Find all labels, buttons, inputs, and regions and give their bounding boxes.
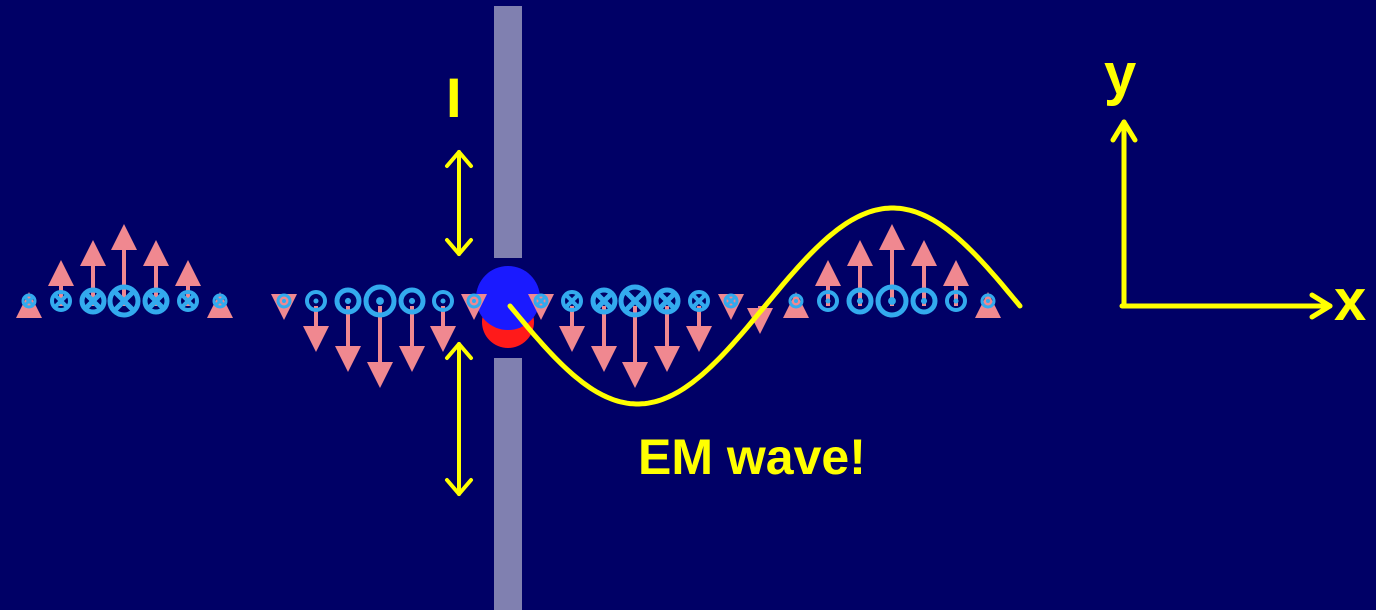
current-arrow-lower bbox=[445, 342, 473, 496]
circled-x-icon bbox=[618, 284, 652, 318]
e-field-arrow bbox=[622, 306, 648, 388]
e-field-arrow bbox=[111, 224, 137, 306]
circled-x-icon bbox=[688, 290, 710, 312]
axis-x bbox=[1119, 292, 1333, 320]
e-field-arrow bbox=[654, 306, 680, 372]
circled-dot-icon bbox=[305, 290, 327, 312]
circled-dot-icon bbox=[334, 287, 362, 315]
b-field-symbols bbox=[21, 284, 996, 318]
e-field-arrow bbox=[335, 306, 361, 372]
current-label: I bbox=[446, 66, 462, 129]
circled-x-icon bbox=[723, 293, 739, 309]
circled-dot-icon bbox=[276, 293, 292, 309]
circled-dot-icon bbox=[788, 293, 804, 309]
circled-dot-icon bbox=[875, 284, 909, 318]
circled-x-icon bbox=[653, 287, 681, 315]
circled-x-icon bbox=[561, 290, 583, 312]
circled-x-icon bbox=[50, 290, 72, 312]
circled-x-icon bbox=[142, 287, 170, 315]
e-field-arrow bbox=[591, 306, 617, 372]
circled-dot-icon bbox=[980, 293, 996, 309]
circled-dot-icon bbox=[846, 287, 874, 315]
e-field-arrow bbox=[399, 306, 425, 372]
antenna-upper bbox=[494, 6, 522, 258]
circled-x-icon bbox=[177, 290, 199, 312]
circled-dot-icon bbox=[466, 293, 482, 309]
circled-x-icon bbox=[590, 287, 618, 315]
circled-dot-icon bbox=[910, 287, 938, 315]
current-arrow-upper bbox=[445, 150, 473, 256]
circled-dot-icon bbox=[945, 290, 967, 312]
circled-dot-icon bbox=[363, 284, 397, 318]
charge-positive bbox=[476, 266, 540, 330]
e-field-arrow bbox=[747, 306, 773, 334]
e-field-arrow bbox=[303, 306, 329, 352]
circled-x-icon bbox=[21, 293, 37, 309]
circled-x-icon bbox=[79, 287, 107, 315]
circled-x-icon bbox=[107, 284, 141, 318]
wave-curve bbox=[507, 205, 1023, 407]
circled-dot-icon bbox=[817, 290, 839, 312]
antenna-lower bbox=[494, 358, 522, 610]
e-field-arrow bbox=[430, 306, 456, 352]
e-field-arrow bbox=[559, 306, 585, 352]
axis-y bbox=[1110, 119, 1138, 309]
circled-dot-icon bbox=[398, 287, 426, 315]
e-field-arrow bbox=[367, 306, 393, 388]
e-field-arrow bbox=[879, 224, 905, 306]
em-wave-caption: EM wave! bbox=[638, 429, 866, 485]
axis-x-label: x bbox=[1334, 268, 1367, 333]
e-field-arrow bbox=[686, 306, 712, 352]
circled-x-icon bbox=[212, 293, 228, 309]
circled-dot-icon bbox=[432, 290, 454, 312]
axis-y-label: y bbox=[1104, 42, 1137, 107]
circled-x-icon bbox=[533, 293, 549, 309]
